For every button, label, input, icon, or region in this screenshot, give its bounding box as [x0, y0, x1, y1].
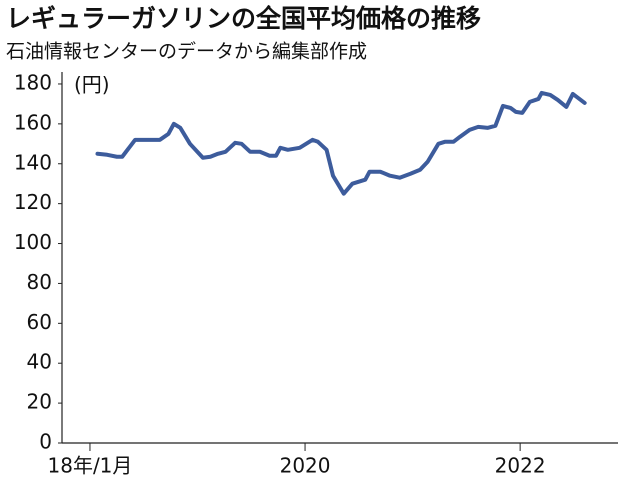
y-tick-label: 0	[39, 430, 52, 454]
y-tick-label: 180	[14, 70, 52, 94]
y-tick-label: 80	[27, 270, 52, 294]
chart-subtitle: 石油情報センターのデータから編集部作成	[6, 41, 367, 63]
y-tick-label: 160	[14, 110, 52, 134]
y-tick-label: 40	[27, 350, 52, 374]
y-tick-label: 100	[14, 230, 52, 254]
y-unit: (円)	[74, 73, 110, 97]
y-tick-label: 20	[27, 390, 52, 414]
y-tick-label: 60	[27, 310, 52, 334]
y-tick-label: 120	[14, 190, 52, 214]
y-tick-label: 140	[14, 150, 52, 174]
x-tick-label: 2022	[495, 454, 546, 478]
chart-title: レギュラーガソリンの全国平均価格の推移	[6, 4, 481, 33]
line	[95, 90, 587, 196]
x-tick-label: 18年/1月	[48, 454, 133, 478]
x-tick-label: 2020	[280, 454, 331, 478]
